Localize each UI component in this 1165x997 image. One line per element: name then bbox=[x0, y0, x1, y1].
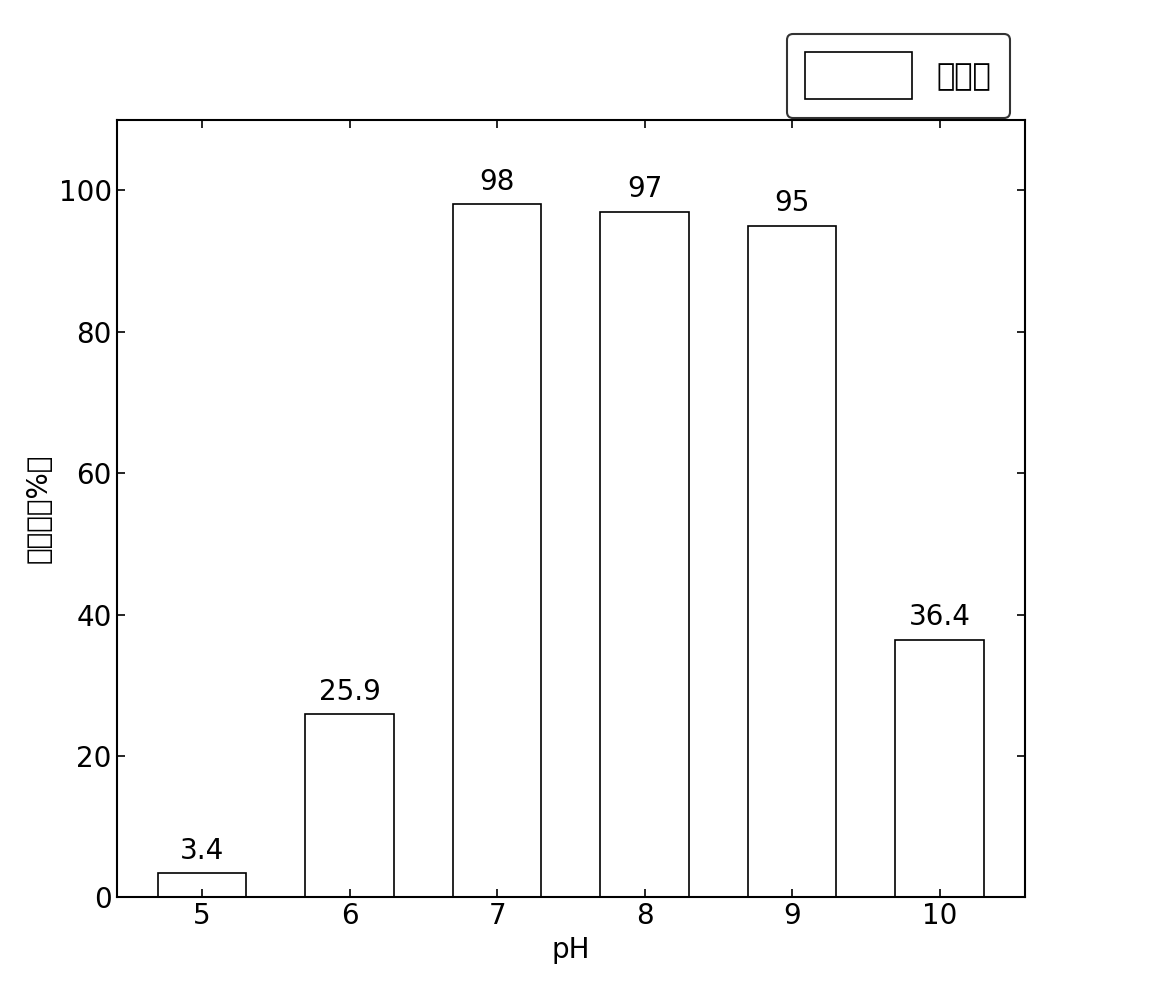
Text: 36.4: 36.4 bbox=[909, 603, 970, 631]
Text: 25.9: 25.9 bbox=[319, 678, 381, 706]
Bar bbox=[453, 204, 542, 897]
Bar bbox=[748, 225, 836, 897]
Text: 95: 95 bbox=[775, 189, 810, 217]
X-axis label: pH: pH bbox=[551, 936, 591, 964]
Text: 3.4: 3.4 bbox=[179, 836, 224, 864]
Y-axis label: 降解率（%）: 降解率（%） bbox=[24, 454, 52, 563]
Text: 98: 98 bbox=[480, 167, 515, 196]
Bar bbox=[896, 640, 984, 897]
Bar bbox=[305, 714, 394, 897]
Bar bbox=[600, 211, 689, 897]
Legend: 降解率: 降解率 bbox=[788, 34, 1010, 118]
Bar bbox=[157, 873, 246, 897]
Text: 97: 97 bbox=[627, 175, 662, 203]
